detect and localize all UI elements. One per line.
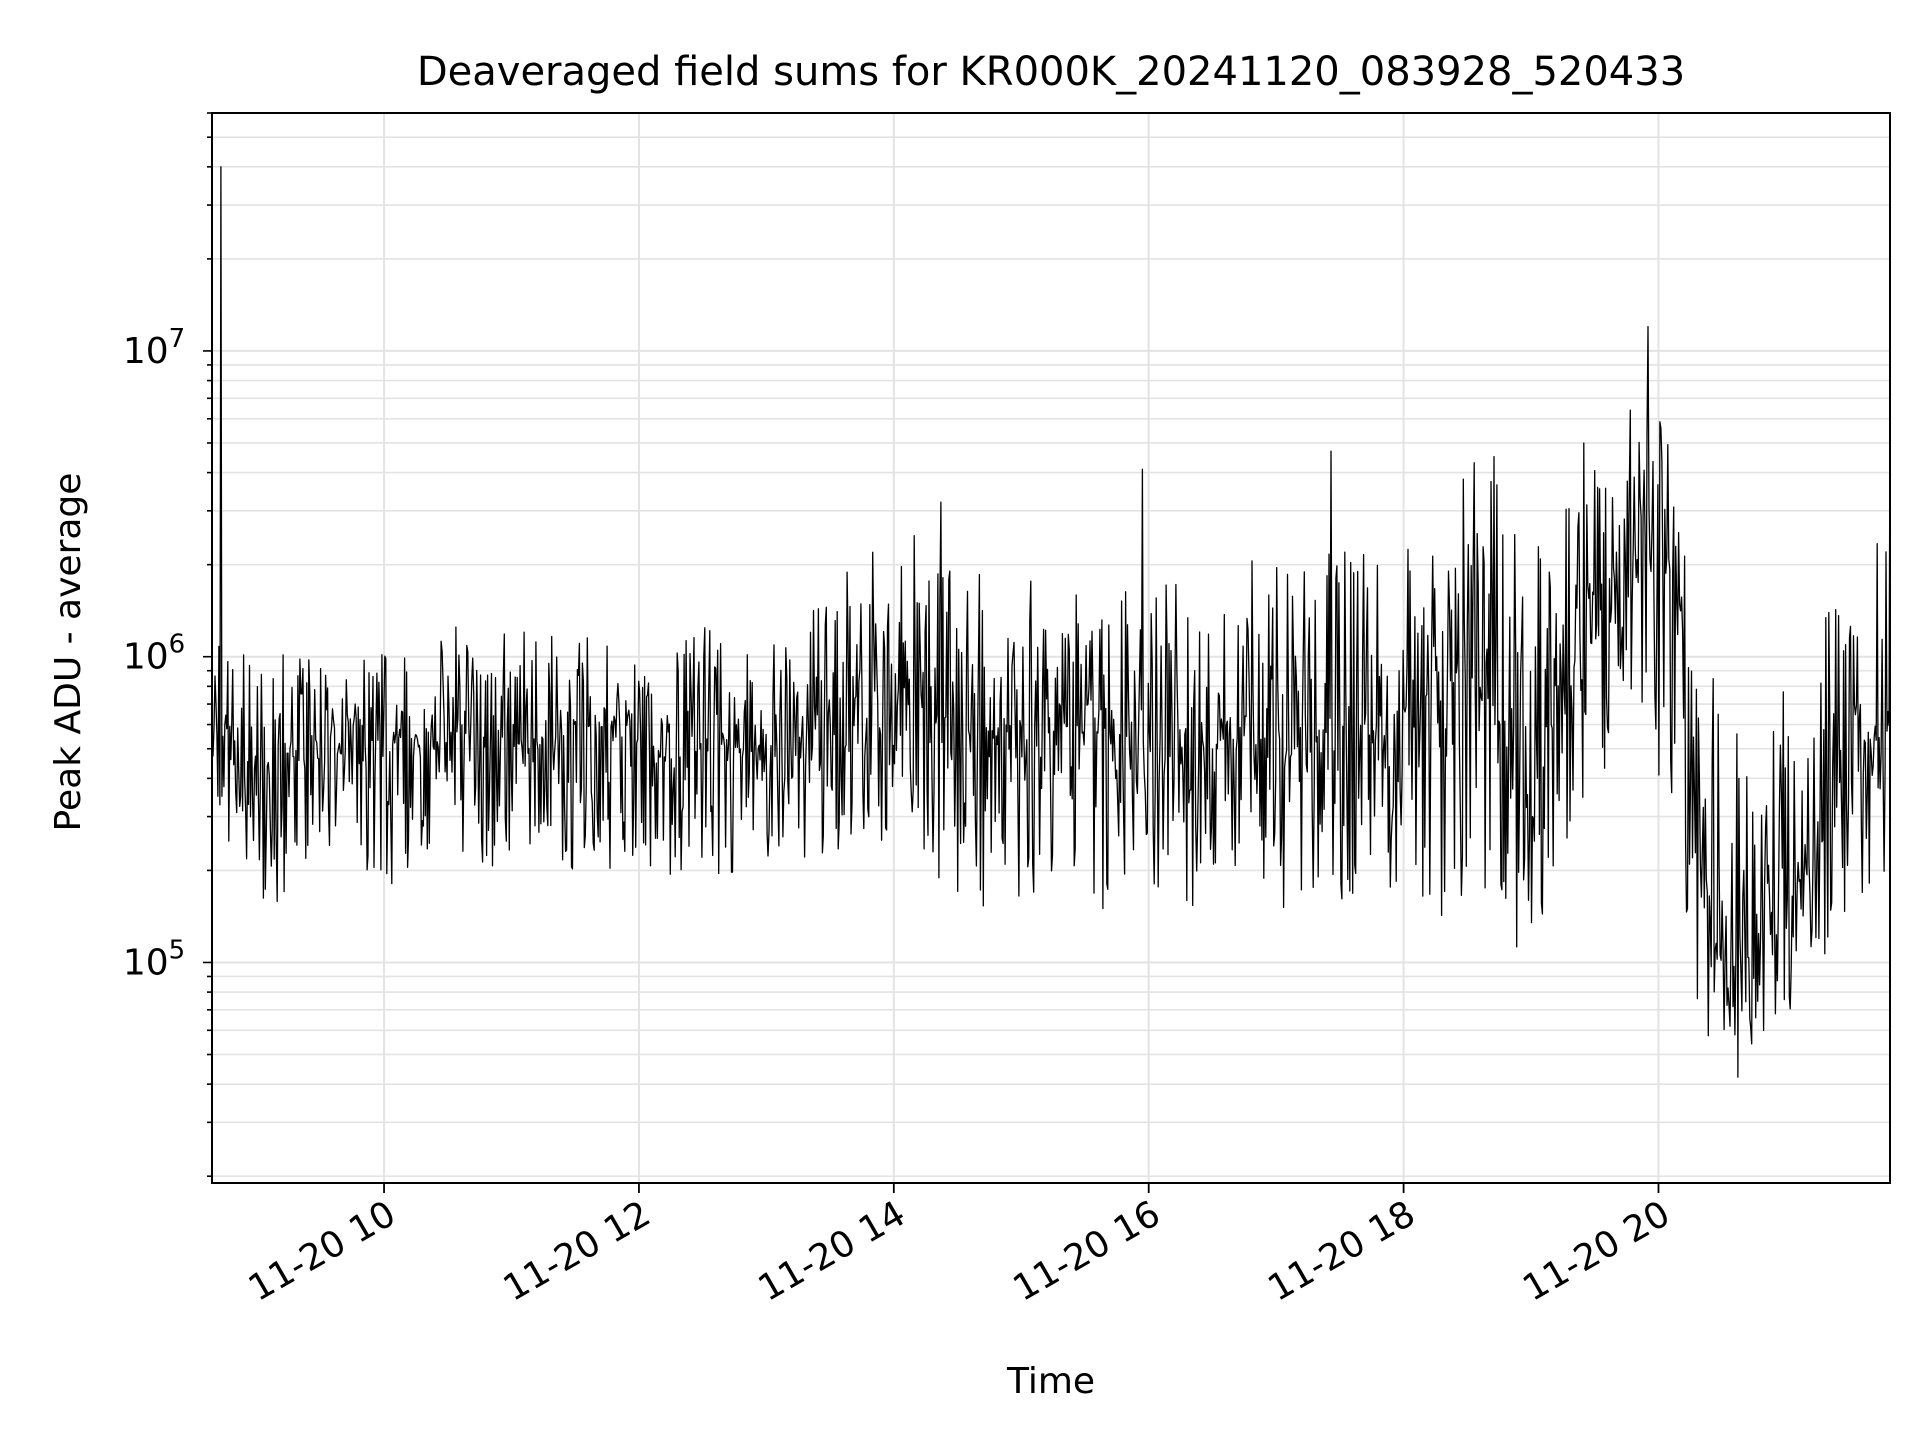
y-tick-label: 105 [123, 935, 185, 983]
series-line [211, 166, 1891, 1078]
series-layer [211, 166, 1891, 1078]
plot-frame [211, 112, 1891, 1184]
y-axis-label: Peak ADU - average [48, 473, 89, 832]
x-axis-label: Time [1006, 1361, 1095, 1402]
y-tick-label: 106 [123, 630, 185, 678]
y-tick-label: 107 [123, 324, 185, 372]
chart-title: Deaveraged field sums for KR000K_2024112… [417, 49, 1685, 95]
